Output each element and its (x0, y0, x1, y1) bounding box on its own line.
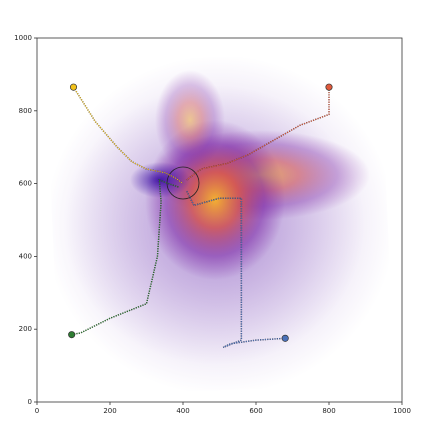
y-tick-label: 600 (19, 180, 32, 188)
density-field (45, 55, 395, 395)
y-tick-label: 400 (19, 252, 32, 260)
trajectory (73, 86, 184, 185)
x-tick-label: 600 (249, 407, 262, 415)
start-marker (325, 83, 333, 91)
x-tick-label: 200 (103, 407, 116, 415)
x-tick-label: 1000 (393, 407, 411, 415)
trajectory (71, 179, 180, 336)
start-marker (69, 83, 78, 91)
y-tick-label: 200 (19, 325, 32, 333)
plot-frame (36, 37, 403, 403)
x-tick-label: 400 (176, 407, 189, 415)
x-tick-label: 800 (322, 407, 335, 415)
y-tick-label: 800 (19, 107, 32, 115)
start-marker (68, 331, 76, 339)
y-tick-label: 1000 (14, 34, 32, 42)
x-tick-label: 0 (35, 407, 39, 415)
start-marker (281, 334, 289, 342)
trajectory (186, 190, 286, 348)
y-tick-label: 0 (28, 398, 32, 406)
